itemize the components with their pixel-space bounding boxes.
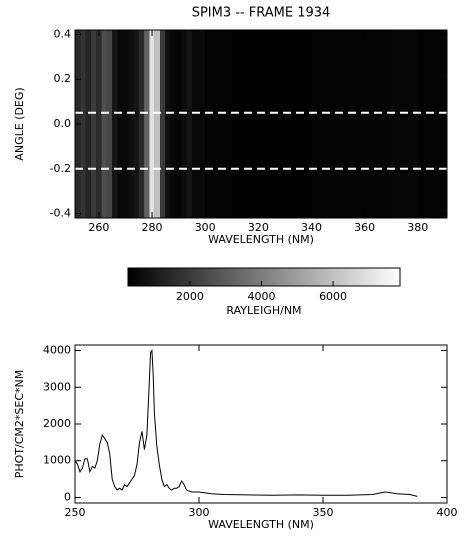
y-tick-label: 0 [64, 490, 71, 503]
y-tick-label: 0.0 [54, 117, 72, 130]
heatmap-cell [231, 30, 259, 218]
colorbar-label: RAYLEIGH/NM [226, 304, 301, 317]
heatmap-cell [284, 30, 312, 218]
heatmap-cell [181, 30, 187, 218]
heatmap-cell [112, 30, 118, 218]
x-tick-label: 260 [88, 221, 109, 234]
y-tick-label: 0.2 [54, 72, 72, 85]
x-axis-label: WAVELENGTH (NM) [208, 518, 314, 531]
y-tick-label: -0.2 [50, 162, 71, 175]
colorbar-tick-label: 4000 [247, 290, 275, 303]
x-tick-label: 400 [437, 506, 458, 519]
colorbar-tick-label: 2000 [176, 290, 204, 303]
heatmap-cell [160, 30, 166, 218]
heatmap-cell [117, 30, 123, 218]
heatmap-cell [85, 30, 91, 218]
heatmap-cell [364, 30, 392, 218]
x-axis-label: WAVELENGTH (NM) [208, 233, 314, 246]
x-tick-label: 320 [248, 221, 269, 234]
heatmap-cell [191, 30, 206, 218]
y-tick-label: 0.4 [54, 27, 72, 40]
plot-frame [74, 29, 448, 219]
heatmap-cell [149, 30, 155, 218]
heatmap-cell [122, 30, 129, 218]
heatmap-cell [80, 30, 86, 218]
heatmap-cell [106, 30, 113, 218]
colorbar [127, 267, 401, 287]
x-tick-label: 300 [195, 221, 216, 234]
x-tick-label: 380 [407, 221, 428, 234]
heatmap-cell [165, 30, 171, 218]
x-tick-label: 280 [142, 221, 163, 234]
heatmap-cell [128, 30, 134, 218]
heatmap-cell [186, 30, 192, 218]
y-axis-label: ANGLE (DEG) [13, 87, 26, 160]
heatmap-cell [205, 30, 232, 218]
heatmap-cell [258, 30, 285, 218]
x-tick-label: 350 [313, 506, 334, 519]
heatmap-cell [338, 30, 365, 218]
chart-title: SPIM3 -- FRAME 1934 [192, 6, 331, 21]
spectrum-line [74, 349, 418, 497]
x-tick-label: 300 [189, 506, 210, 519]
x-tick-label: 250 [65, 506, 86, 519]
x-tick-label: 360 [354, 221, 375, 234]
y-tick-label: 1000 [43, 454, 71, 467]
heatmap-cell [101, 30, 107, 218]
heatmap-cell [144, 30, 150, 218]
heatmap-cell [391, 30, 418, 218]
colorbar-tick-label: 6000 [319, 290, 347, 303]
heatmap-cell [90, 30, 97, 218]
heatmap-cell [96, 30, 102, 218]
y-tick-label: 2000 [43, 417, 71, 430]
y-tick-label: -0.4 [50, 207, 71, 220]
heatmap-cell [133, 30, 139, 218]
plot-frame [74, 344, 448, 504]
y-tick-label: 4000 [43, 344, 71, 357]
heatmap-cell [175, 30, 182, 218]
heatmap-cell [170, 30, 176, 218]
heatmap-cell [154, 30, 161, 218]
y-tick-label: 3000 [43, 380, 71, 393]
y-axis-label: PHOT/CM2*SEC*NM [13, 370, 26, 479]
heatmap-cell [138, 30, 145, 218]
x-tick-label: 340 [301, 221, 322, 234]
heatmap-cell [311, 30, 339, 218]
